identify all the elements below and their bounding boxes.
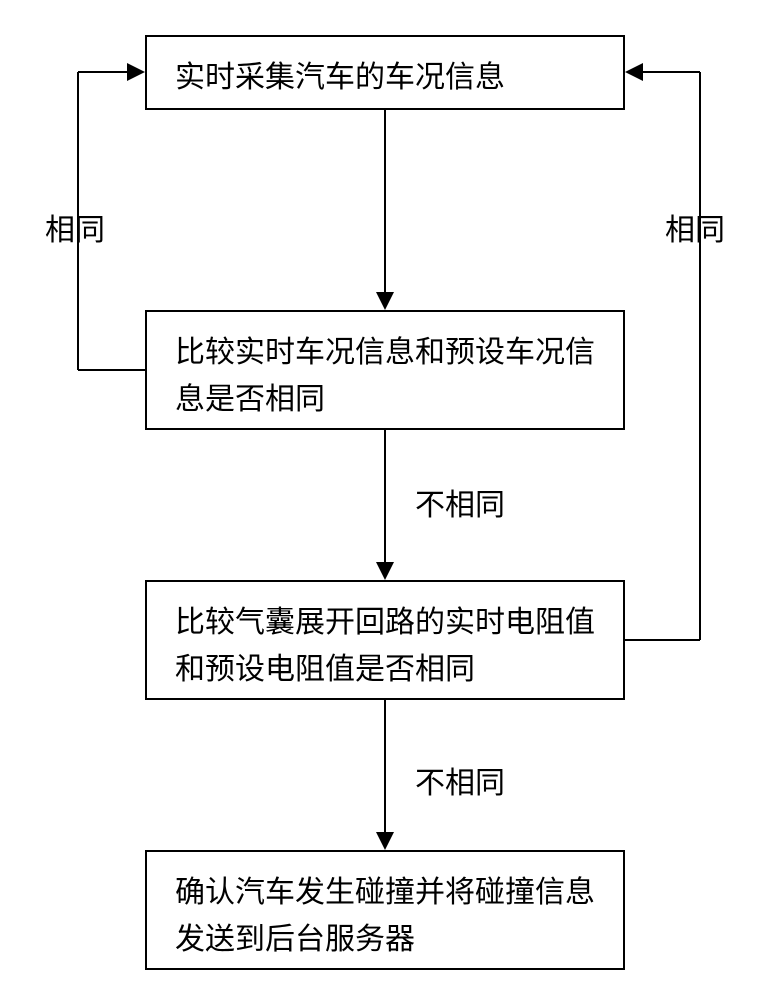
flow-node-compare-condition: 比较实时车况信息和预设车况信息是否相同 <box>145 310 625 430</box>
node-text: 比较实时车况信息和预设车况信息是否相同 <box>175 336 595 416</box>
flow-node-collect: 实时采集汽车的车况信息 <box>145 35 625 110</box>
flow-node-compare-resistance: 比较气囊展开回路的实时电阻值和预设电阻值是否相同 <box>145 580 625 700</box>
node-text: 比较气囊展开回路的实时电阻值和预设电阻值是否相同 <box>175 606 595 686</box>
edge-label-diff-2: 不相同 <box>415 758 505 802</box>
flow-node-confirm-collision: 确认汽车发生碰撞并将碰撞信息发送到后台服务器 <box>145 850 625 970</box>
edge-label-diff-1: 不相同 <box>415 480 505 524</box>
node-text: 确认汽车发生碰撞并将碰撞信息发送到后台服务器 <box>175 876 595 956</box>
edge-label-left-same: 相同 <box>45 205 105 249</box>
node-text: 实时采集汽车的车况信息 <box>175 61 505 94</box>
edge-label-right-same: 相同 <box>665 205 725 249</box>
